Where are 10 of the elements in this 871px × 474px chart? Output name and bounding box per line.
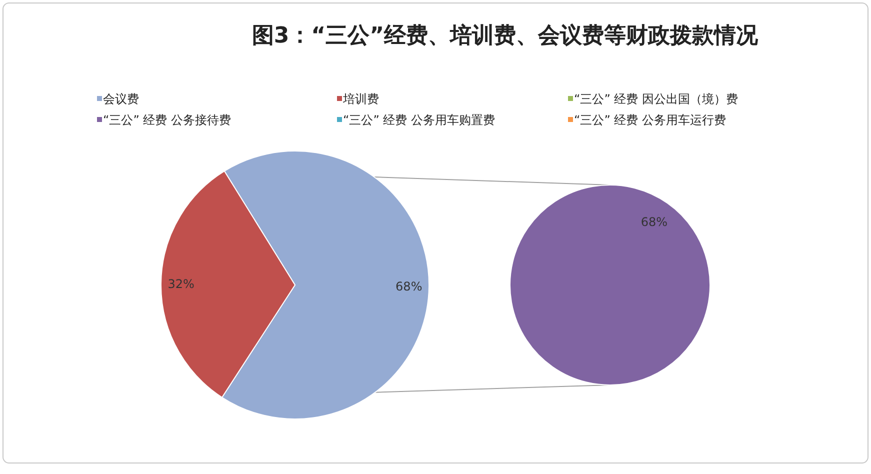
legend-label: “三公” 经费 公务接待费 [103, 113, 232, 128]
chart-title: 图3：“三公”经费、培训费、会议费等财政拨款情况 [252, 22, 760, 49]
legend-label: “三公” 经费 公务用车购置费 [343, 113, 496, 128]
data-label: 68% [396, 279, 422, 294]
legend-label: “三公” 经费 因公出国（境）费 [574, 92, 738, 106]
legend-label: 会议费 [103, 92, 139, 106]
legend-label: 培训费 [342, 92, 379, 106]
data-label: 32% [168, 277, 194, 292]
legend-label: “三公” 经费 公务用车运行费 [574, 113, 726, 128]
data-label: 68% [640, 215, 668, 230]
